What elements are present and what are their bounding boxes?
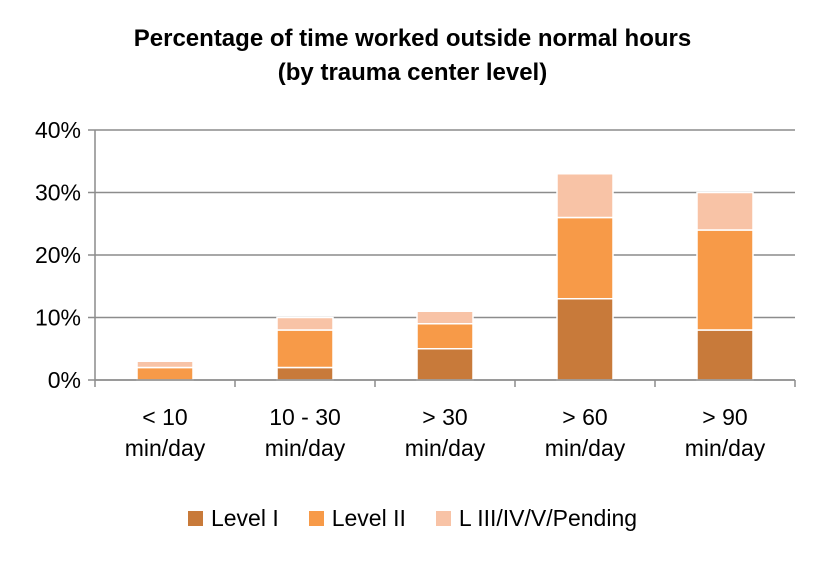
bar-segment-3-0 <box>556 298 614 381</box>
bar-segment-4-0 <box>696 329 754 381</box>
y-axis: 0% 10% 20% 30% 40% <box>35 117 96 393</box>
legend-label-level-3-plus: L III/IV/V/Pending <box>458 505 638 531</box>
chart-title-line-2: (by trauma center level) <box>277 59 548 86</box>
y-tick-label-1: 10% <box>35 305 81 331</box>
legend-swatch-level-2 <box>308 511 324 526</box>
bars <box>136 173 754 381</box>
x-category-label-1-1: min/day <box>265 435 346 461</box>
legend-swatch-level-1 <box>187 511 203 526</box>
bar-segment-3-2 <box>556 173 614 219</box>
chart-title-line-1: Percentage of time worked outside normal… <box>133 25 692 52</box>
legend-item-level-3-plus: L III/IV/V/Pending <box>435 505 638 532</box>
x-category-label-2-0: > 30 <box>422 404 467 430</box>
bar-segment-2-2 <box>416 310 474 325</box>
legend: Level I Level II L III/IV/V/Pending <box>0 505 825 532</box>
bar-segment-3-1 <box>556 216 614 300</box>
chart-title: Percentage of time worked outside normal… <box>0 22 825 90</box>
legend-item-level-2: Level II <box>308 505 406 532</box>
y-tick-label-2: 20% <box>35 242 81 268</box>
bar-segment-0-1 <box>136 366 194 381</box>
bar-segment-1-1 <box>276 329 334 369</box>
x-category-label-0-0: < 10 <box>142 404 187 430</box>
bar-segment-2-0 <box>416 348 474 381</box>
y-tick-label-0: 0% <box>48 367 81 393</box>
x-category-label-2-1: min/day <box>405 435 486 461</box>
bar-segment-4-1 <box>696 229 754 331</box>
x-category-label-4-1: min/day <box>685 435 766 461</box>
x-category-label-1-0: 10 - 30 <box>269 404 341 430</box>
legend-label-level-1: Level I <box>210 505 279 531</box>
bar-segment-2-1 <box>416 323 474 350</box>
x-category-label-3-1: min/day <box>545 435 626 461</box>
x-category-label-0-1: min/day <box>125 435 206 461</box>
y-tick-label-3: 30% <box>35 180 81 206</box>
y-tick-label-4: 40% <box>35 117 81 143</box>
x-category-label-3-0: > 60 <box>562 404 607 430</box>
x-category-label-4-0: > 90 <box>702 404 747 430</box>
bar-segment-4-2 <box>696 191 754 231</box>
legend-label-level-2: Level II <box>331 505 406 531</box>
legend-item-level-1: Level I <box>187 505 279 532</box>
legend-swatch-level-3-plus <box>435 511 451 526</box>
x-axis: < 10 min/day 10 - 30 min/day > 30 min/day > 60… <box>94 379 796 461</box>
bar-segment-1-2 <box>276 316 334 331</box>
bar-segment-1-0 <box>276 366 334 381</box>
bar-segment-0-2 <box>136 360 194 369</box>
